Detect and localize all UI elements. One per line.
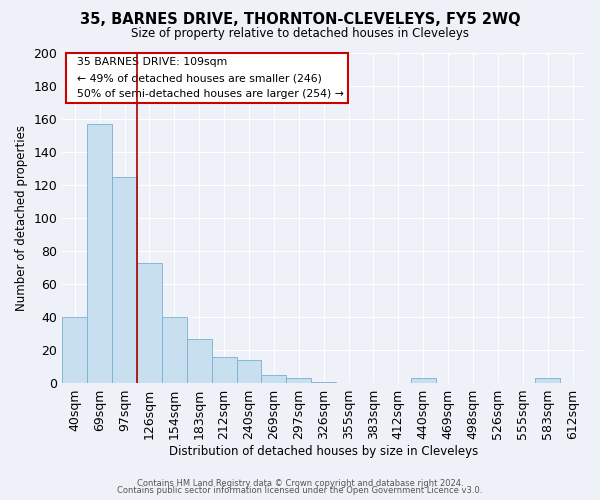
Bar [162, 318, 187, 384]
Bar [262, 375, 286, 384]
Bar [187, 339, 212, 384]
Bar [311, 382, 336, 384]
Text: Contains HM Land Registry data © Crown copyright and database right 2024.: Contains HM Land Registry data © Crown c… [137, 478, 463, 488]
Bar [212, 357, 236, 384]
Bar [236, 360, 262, 384]
Bar [411, 378, 436, 384]
Y-axis label: Number of detached properties: Number of detached properties [15, 125, 28, 311]
Text: 35, BARNES DRIVE, THORNTON-CLEVELEYS, FY5 2WQ: 35, BARNES DRIVE, THORNTON-CLEVELEYS, FY… [80, 12, 520, 28]
Bar [286, 378, 311, 384]
Text: 35 BARNES DRIVE: 109sqm
  ← 49% of detached houses are smaller (246)
  50% of se: 35 BARNES DRIVE: 109sqm ← 49% of detache… [70, 58, 344, 98]
Bar [87, 124, 112, 384]
Bar [137, 262, 162, 384]
Text: Contains public sector information licensed under the Open Government Licence v3: Contains public sector information licen… [118, 486, 482, 495]
X-axis label: Distribution of detached houses by size in Cleveleys: Distribution of detached houses by size … [169, 444, 478, 458]
Bar [112, 176, 137, 384]
Bar [535, 378, 560, 384]
Bar [62, 318, 87, 384]
Text: Size of property relative to detached houses in Cleveleys: Size of property relative to detached ho… [131, 28, 469, 40]
